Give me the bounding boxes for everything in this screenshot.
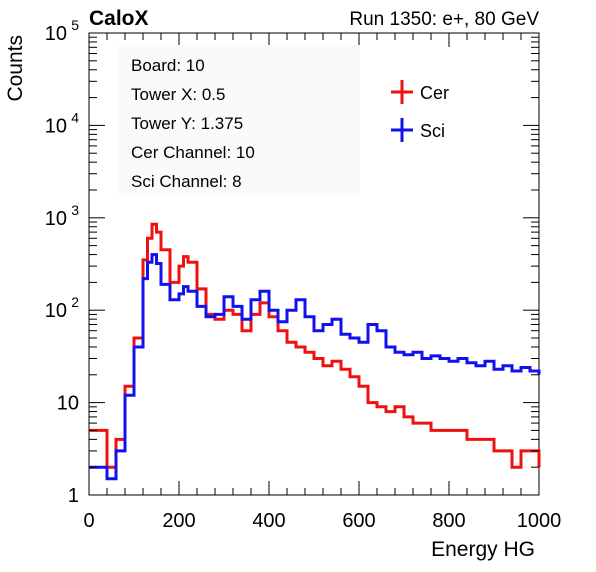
plot-frame bbox=[88, 32, 540, 496]
y-tick-label: 10 bbox=[45, 23, 67, 45]
info-box: Board: 10 Tower X: 0.5 Tower Y: 1.375 Ce… bbox=[131, 56, 255, 191]
x-tick-label: 1000 bbox=[517, 510, 562, 532]
x-tick-label: 400 bbox=[252, 510, 285, 532]
y-tick-exponent: 5 bbox=[71, 17, 79, 33]
y-tick-exponent: 4 bbox=[71, 109, 79, 125]
header-left: CaloX bbox=[89, 7, 149, 30]
info-board: Board: 10 bbox=[131, 56, 205, 75]
x-tick-label: 200 bbox=[162, 510, 195, 532]
legend-marker-cer bbox=[391, 80, 413, 104]
header-right: Run 1350: e+, 80 GeV bbox=[349, 9, 539, 30]
x-tick-label: 600 bbox=[342, 510, 375, 532]
info-box-bg bbox=[118, 45, 360, 195]
x-axis-label: Energy HG bbox=[431, 538, 535, 561]
y-axis-label: Counts bbox=[4, 35, 27, 102]
x-tick-label: 800 bbox=[432, 510, 465, 532]
series-layer bbox=[89, 222, 541, 481]
info-tower-y: Tower Y: 1.375 bbox=[131, 114, 243, 133]
y-tick-label: 10 bbox=[45, 115, 67, 137]
y-tick-label: 10 bbox=[57, 393, 79, 415]
info-sci-channel: Sci Channel: 8 bbox=[131, 172, 242, 191]
series-line-cer bbox=[89, 222, 541, 469]
legend: Cer Sci bbox=[391, 80, 449, 142]
y-tick-label: 1 bbox=[68, 485, 79, 507]
series-line-sci bbox=[89, 253, 541, 481]
y-tick-exponent: 3 bbox=[71, 202, 79, 218]
legend-label-sci: Sci bbox=[420, 121, 445, 141]
y-tick-exponent: 2 bbox=[71, 294, 79, 310]
y-tick-label: 10 bbox=[45, 300, 67, 322]
legend-label-cer: Cer bbox=[420, 83, 449, 103]
info-tower-x: Tower X: 0.5 bbox=[131, 85, 226, 104]
info-cer-channel: Cer Channel: 10 bbox=[131, 143, 255, 162]
y-tick-label: 10 bbox=[45, 208, 67, 230]
x-tick-label: 0 bbox=[83, 510, 94, 532]
legend-marker-sci bbox=[391, 118, 413, 142]
